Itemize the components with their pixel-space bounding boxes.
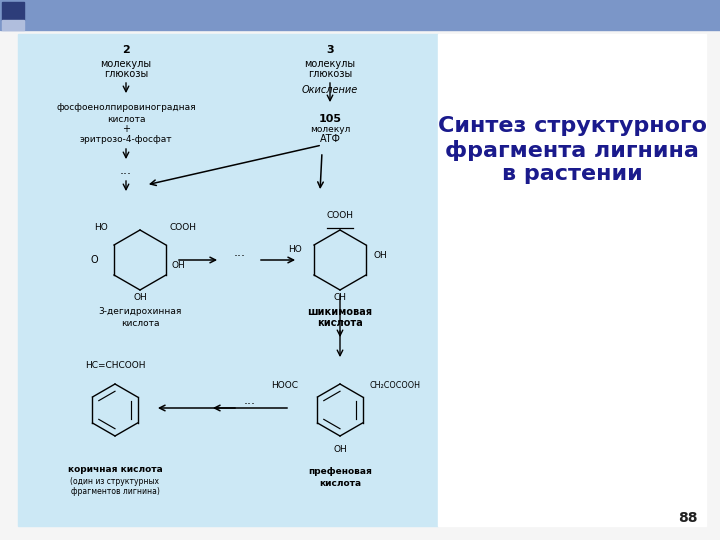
Text: Окисление: Окисление (302, 85, 358, 95)
Text: O: O (91, 255, 98, 265)
Text: кислота: кислота (317, 318, 363, 328)
Text: глюкозы: глюкозы (308, 69, 352, 79)
Text: шикимовая: шикимовая (307, 307, 372, 317)
Text: 88: 88 (678, 511, 698, 525)
Text: 105: 105 (318, 114, 341, 124)
Text: HO: HO (288, 246, 302, 254)
Text: OH: OH (333, 446, 347, 455)
Bar (0, 0, 720, 30)
Text: COOH: COOH (326, 211, 354, 219)
Text: молекулы: молекулы (305, 59, 356, 69)
Text: кислота: кислота (107, 114, 145, 124)
Bar (2, 2, 24, 20)
Text: OH: OH (172, 260, 186, 269)
Text: эритрозо-4-фосфат: эритрозо-4-фосфат (80, 134, 172, 144)
Text: кислота: кислота (319, 478, 361, 488)
Text: HO: HO (94, 224, 108, 233)
Text: CH₂COCOOH: CH₂COCOOH (370, 381, 421, 389)
Text: префеновая: префеновая (308, 468, 372, 476)
Text: HC=CHCOOH: HC=CHCOOH (85, 361, 145, 369)
Text: HOOC: HOOC (271, 381, 298, 389)
Text: (один из структурных: (один из структурных (71, 476, 160, 485)
Text: коричная кислота: коричная кислота (68, 465, 163, 475)
Text: глюкозы: глюкозы (104, 69, 148, 79)
Text: ...: ... (334, 313, 346, 326)
Text: +: + (122, 124, 130, 134)
Text: ...: ... (234, 246, 246, 260)
Text: молекул: молекул (310, 125, 350, 134)
Text: OH: OH (133, 294, 147, 302)
Text: OH: OH (374, 251, 388, 260)
Bar (438, 34, 706, 526)
Bar (18, 34, 438, 526)
Text: CH: CH (333, 294, 346, 302)
Text: фрагментов лигнина): фрагментов лигнина) (71, 487, 159, 496)
Text: 2: 2 (122, 45, 130, 55)
Text: кислота: кислота (121, 319, 159, 327)
Text: COOH: COOH (170, 224, 197, 233)
Text: молекулы: молекулы (100, 59, 152, 69)
Text: 3-дегидрохинная: 3-дегидрохинная (99, 307, 181, 316)
Text: Синтез структурного
фрагмента лигнина
в растении: Синтез структурного фрагмента лигнина в … (438, 116, 706, 184)
Bar (2, 20, 24, 30)
Text: ...: ... (244, 394, 256, 407)
Text: ...: ... (120, 165, 132, 178)
Text: 3: 3 (326, 45, 334, 55)
Text: АТФ: АТФ (320, 134, 341, 144)
Text: фосфоенолпировиноградная: фосфоенолпировиноградная (56, 104, 196, 112)
